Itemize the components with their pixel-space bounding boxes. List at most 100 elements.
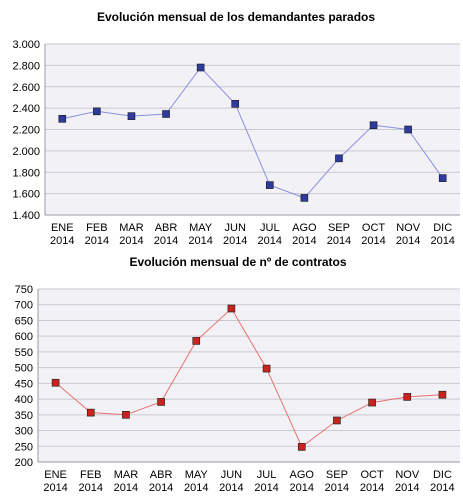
- data-point: [122, 411, 130, 419]
- x-tick-label: DIC: [433, 222, 452, 234]
- x-tick-label-year: 2014: [188, 235, 212, 247]
- x-tick-label-year: 2014: [360, 482, 384, 494]
- y-tick-label: 600: [15, 331, 33, 343]
- x-tick-label-year: 2014: [327, 235, 351, 247]
- data-point: [231, 100, 240, 108]
- data-point: [438, 174, 447, 182]
- x-tick-label: MAR: [119, 222, 144, 234]
- data-point: [297, 443, 306, 451]
- y-tick-label: 1.600: [12, 189, 40, 201]
- x-tick-label-year: 2014: [292, 235, 316, 247]
- x-tick-label-year: 2014: [85, 235, 109, 247]
- data-point: [86, 408, 95, 417]
- y-tick-label: 1.400: [12, 210, 40, 222]
- x-tick-label: JUN: [221, 469, 242, 481]
- x-tick-label-year: 2014: [430, 482, 454, 494]
- x-tick-label-year: 2014: [254, 482, 278, 494]
- x-tick-label-year: 2014: [119, 235, 143, 247]
- x-tick-label-year: 2014: [395, 482, 419, 494]
- x-tick-label-year: 2014: [361, 235, 385, 247]
- x-tick-label: ABR: [150, 469, 173, 481]
- x-tick-label: NOV: [395, 469, 420, 481]
- series-line: [55, 307, 443, 448]
- data-point: [127, 112, 136, 120]
- x-tick-label: DIC: [433, 469, 452, 481]
- data-point: [157, 398, 165, 406]
- x-tick-label: OCT: [362, 222, 386, 234]
- x-tick-label: OCT: [360, 469, 384, 481]
- x-tick-label-year: 2014: [184, 482, 208, 494]
- data-point: [58, 115, 67, 123]
- x-tick-label: MAY: [185, 469, 209, 481]
- y-tick-label: 2.600: [12, 82, 40, 94]
- y-tick-label: 650: [15, 315, 33, 327]
- y-tick-label: 500: [15, 363, 33, 375]
- data-point: [369, 121, 378, 130]
- y-tick-label: 2.200: [12, 125, 40, 137]
- series-line: [62, 66, 444, 199]
- data-point: [265, 181, 274, 189]
- plot-area: [38, 289, 460, 462]
- chart-title: Evolución mensual de los demandantes par…: [97, 10, 375, 24]
- x-tick-label: SEP: [326, 469, 348, 481]
- y-tick-label: 450: [15, 378, 33, 390]
- chart-demandantes-parados: Evolución mensual de los demandantes par…: [12, 10, 460, 247]
- y-tick-label: 1.800: [12, 167, 40, 179]
- x-tick-label-year: 2014: [396, 235, 420, 247]
- y-tick-label: 2.400: [12, 103, 40, 115]
- chart-numero-contratos: Evolución mensual de nº de contratos 200…: [15, 255, 460, 494]
- y-tick-label: 200: [15, 457, 33, 469]
- chart-title: Evolución mensual de nº de contratos: [129, 255, 346, 269]
- data-point: [192, 337, 201, 345]
- y-tick-label: 300: [15, 426, 33, 438]
- y-tick-label: 550: [15, 347, 33, 359]
- data-point: [162, 110, 170, 118]
- x-tick-label: ABR: [155, 222, 178, 234]
- x-tick-label: JUL: [257, 469, 277, 481]
- x-tick-label: JUL: [260, 222, 280, 234]
- x-tick-label-year: 2014: [430, 235, 454, 247]
- x-tick-label-year: 2014: [79, 482, 103, 494]
- x-tick-label-year: 2014: [325, 482, 349, 494]
- data-point: [368, 398, 376, 407]
- y-tick-label: 3.000: [12, 39, 40, 51]
- data-point: [438, 390, 447, 399]
- x-tick-label: MAR: [114, 469, 139, 481]
- x-tick-label-year: 2014: [149, 482, 173, 494]
- x-tick-label: ENE: [44, 469, 67, 481]
- y-tick-label: 750: [15, 284, 33, 296]
- x-tick-label-year: 2014: [114, 482, 138, 494]
- y-tick-label: 400: [15, 394, 33, 406]
- data-point: [300, 194, 309, 202]
- data-point: [333, 416, 341, 425]
- data-point: [227, 304, 236, 313]
- data-point: [51, 378, 60, 387]
- y-tick-label: 250: [15, 441, 33, 453]
- x-tick-label-year: 2014: [219, 482, 243, 494]
- data-point: [404, 125, 412, 134]
- y-tick-label: 2.800: [12, 60, 40, 72]
- x-tick-label-year: 2014: [223, 235, 247, 247]
- x-tick-label-year: 2014: [50, 235, 74, 247]
- data-point: [196, 63, 205, 72]
- data-point: [403, 393, 412, 401]
- x-tick-label-year: 2014: [258, 235, 282, 247]
- x-tick-label: NOV: [396, 222, 421, 234]
- y-tick-label: 700: [15, 300, 33, 312]
- x-tick-label: AGO: [290, 469, 315, 481]
- x-tick-label-year: 2014: [43, 482, 67, 494]
- data-point: [335, 154, 343, 163]
- x-tick-label: MAY: [189, 222, 213, 234]
- x-tick-label: FEB: [86, 222, 107, 234]
- x-tick-label: JUN: [225, 222, 246, 234]
- y-tick-label: 350: [15, 410, 33, 422]
- data-point: [262, 364, 271, 373]
- data-point: [93, 107, 101, 116]
- x-tick-label: FEB: [80, 469, 101, 481]
- x-tick-label-year: 2014: [154, 235, 178, 247]
- x-tick-label: AGO: [292, 222, 317, 234]
- x-tick-label: ENE: [51, 222, 74, 234]
- x-tick-label-year: 2014: [290, 482, 314, 494]
